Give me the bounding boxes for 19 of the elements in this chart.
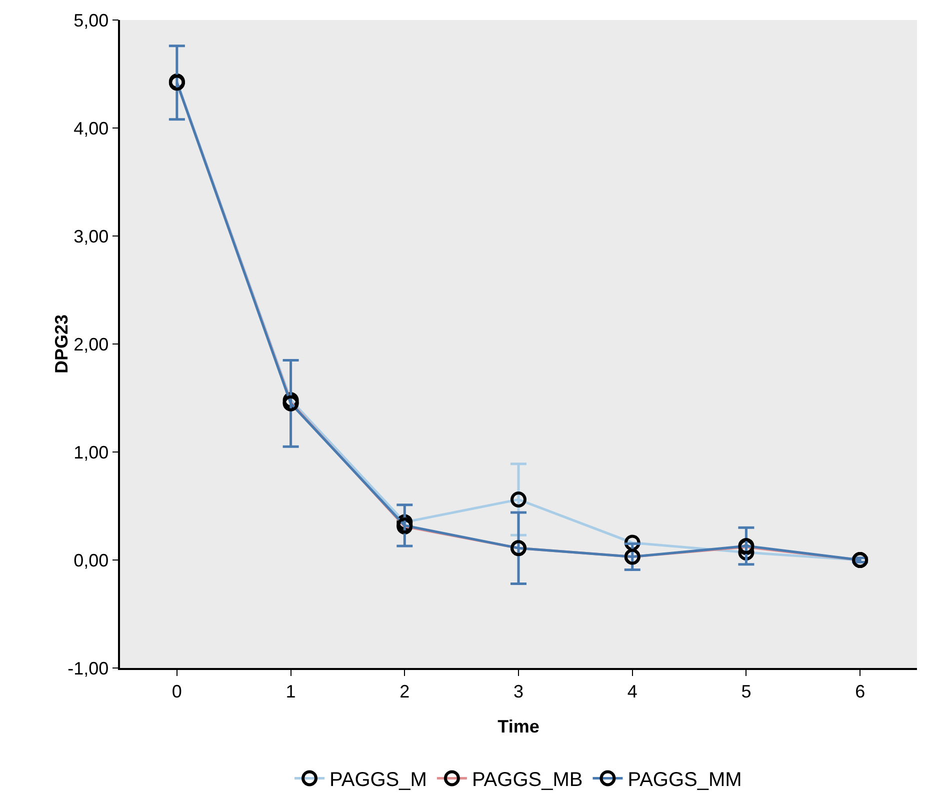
x-tick-label: 5 — [741, 681, 752, 702]
y-tick-label: 3,00 — [74, 226, 109, 246]
legend-label: PAGGS_MM — [628, 769, 742, 792]
y-tick-label: 0,00 — [74, 550, 109, 570]
x-tick-label: 3 — [513, 681, 524, 702]
y-tick-label: 5,00 — [74, 10, 109, 30]
x-tick-label: 6 — [855, 681, 866, 702]
y-axis-title: DPG23 — [52, 314, 72, 374]
legend-label: PAGGS_M — [330, 769, 427, 792]
y-tick-label: 2,00 — [74, 334, 109, 354]
x-tick-label: 4 — [627, 681, 638, 702]
y-tick-label: -1,00 — [68, 658, 109, 678]
y-tick-label: 4,00 — [74, 118, 109, 138]
x-tick-label: 2 — [400, 681, 410, 702]
legend-label: PAGGS_MB — [472, 769, 583, 792]
y-tick-label: 1,00 — [74, 442, 109, 462]
x-axis-title: Time — [498, 716, 540, 736]
x-tick-label: 0 — [172, 681, 182, 702]
x-tick-label: 1 — [286, 681, 296, 702]
